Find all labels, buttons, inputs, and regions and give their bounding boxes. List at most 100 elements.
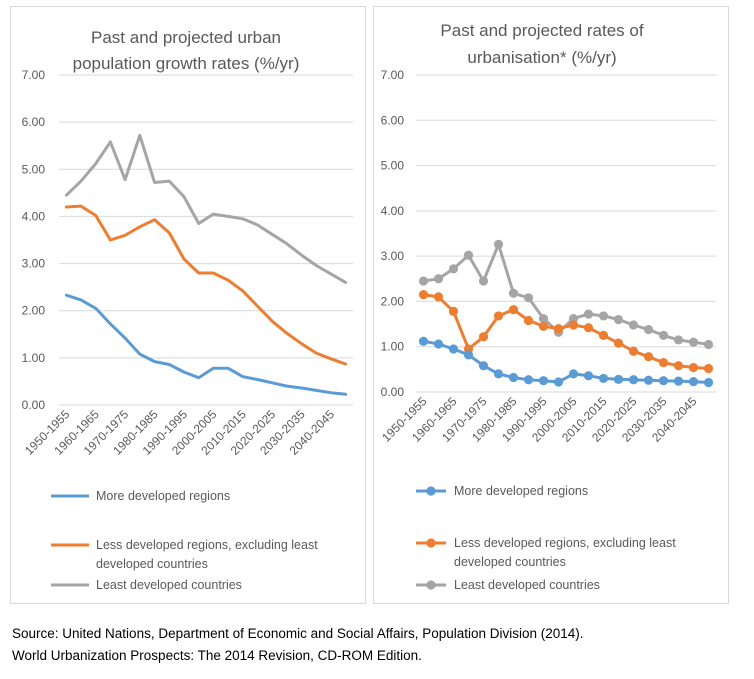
data-point <box>493 239 504 249</box>
y-tick-label: 2.00 <box>381 294 405 308</box>
data-point <box>433 292 444 302</box>
legend-label: developed countries <box>96 557 208 571</box>
data-point <box>508 372 519 383</box>
data-point <box>448 344 459 354</box>
data-point <box>433 339 444 349</box>
data-point <box>538 321 549 331</box>
data-point <box>583 371 594 381</box>
y-tick-label: 4.00 <box>22 209 46 223</box>
y-tick-label: 3.00 <box>22 257 46 271</box>
data-point <box>508 288 519 298</box>
data-point <box>628 320 639 330</box>
y-tick-label: 5.00 <box>22 162 46 176</box>
series-line <box>422 242 710 346</box>
data-point <box>478 332 489 342</box>
chart-title-line: Past and projected rates of <box>440 21 643 40</box>
right-chart-panel: Past and projected rates of urbanisation*… <box>373 6 729 604</box>
data-point <box>598 373 609 384</box>
data-point <box>538 376 549 386</box>
source-line-2: World Urbanization Prospects: The 2014 R… <box>12 648 422 663</box>
data-point <box>478 361 489 371</box>
data-point <box>418 336 429 346</box>
urban-growth-chart: Past and projected urban population growt… <box>22 28 353 592</box>
series-line <box>64 204 348 366</box>
data-point <box>448 306 459 316</box>
data-point <box>658 376 669 386</box>
data-point <box>688 362 699 373</box>
data-point <box>613 338 624 348</box>
y-tick-label: 6.00 <box>22 115 46 129</box>
data-point <box>418 290 429 300</box>
source-note: Source: United Nations, Department of Ec… <box>12 623 584 667</box>
legend-label: Least developed countries <box>96 578 242 592</box>
data-point <box>463 250 474 260</box>
series-line <box>64 293 348 396</box>
legend-label: More developed regions <box>454 484 588 498</box>
source-line-1: Source: United Nations, Department of Ec… <box>12 626 584 641</box>
data-point <box>508 304 519 315</box>
data-point <box>643 324 654 335</box>
data-point <box>598 311 609 321</box>
data-point <box>643 352 654 362</box>
data-point <box>538 314 549 324</box>
data-point <box>673 376 684 386</box>
data-point <box>418 276 429 286</box>
chart-title-line: Past and projected urban <box>91 28 281 47</box>
y-tick-label: 7.00 <box>381 68 405 82</box>
data-point <box>478 276 489 286</box>
y-tick-label: 0.00 <box>381 385 405 399</box>
legend-label: Less developed regions, excluding least <box>454 536 676 550</box>
data-point <box>613 314 624 325</box>
data-point <box>673 335 684 345</box>
data-point <box>583 309 594 319</box>
data-point <box>613 374 624 384</box>
y-tick-label: 7.00 <box>22 68 46 82</box>
legend-marker <box>426 580 436 590</box>
legend-marker <box>426 538 436 548</box>
urbanisation-rate-chart: Past and projected rates of urbanisation*… <box>379 21 716 592</box>
y-tick-label: 3.00 <box>381 249 405 263</box>
y-tick-label: 5.00 <box>381 159 405 173</box>
legend-marker <box>426 486 436 496</box>
chart-title-line: population growth rates (%/yr) <box>73 54 300 73</box>
data-point <box>703 339 714 350</box>
data-point <box>448 264 459 274</box>
data-point <box>523 293 534 303</box>
legend-label: Less developed regions, excluding least <box>96 538 318 552</box>
y-tick-label: 1.00 <box>22 351 46 365</box>
data-point <box>523 375 534 385</box>
data-point <box>553 377 564 387</box>
y-tick-label: 2.00 <box>22 304 46 318</box>
data-point <box>643 375 654 385</box>
data-point <box>568 314 579 324</box>
data-point <box>463 350 474 360</box>
legend-label: Least developed countries <box>454 578 600 592</box>
y-tick-label: 1.00 <box>381 340 405 354</box>
legend-label: More developed regions <box>96 489 230 503</box>
data-point <box>568 369 579 379</box>
data-point <box>493 369 504 379</box>
data-point <box>703 363 714 374</box>
left-chart-panel: Past and projected urban population growt… <box>10 6 366 604</box>
y-tick-label: 4.00 <box>381 204 405 218</box>
data-point <box>493 311 504 321</box>
data-point <box>688 337 699 347</box>
data-point <box>673 361 684 371</box>
chart-title-line: urbanisation* (%/yr) <box>467 48 616 67</box>
y-tick-label: 6.00 <box>381 113 405 127</box>
data-point <box>553 324 564 334</box>
data-point <box>628 346 639 356</box>
data-point <box>583 323 594 333</box>
data-point <box>568 320 579 330</box>
data-point <box>598 330 609 340</box>
legend-label: developed countries <box>454 555 566 569</box>
data-point <box>703 377 714 388</box>
data-point <box>628 375 639 385</box>
data-point <box>433 274 444 284</box>
data-point <box>688 376 699 387</box>
data-point <box>658 330 669 340</box>
data-point <box>523 315 534 326</box>
y-tick-label: 0.00 <box>22 398 46 412</box>
data-point <box>658 357 669 368</box>
series-line <box>64 133 348 284</box>
